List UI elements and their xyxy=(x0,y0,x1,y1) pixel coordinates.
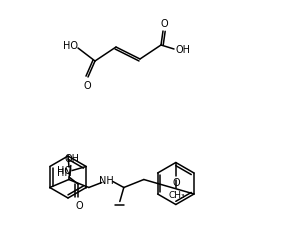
Text: OH: OH xyxy=(64,154,79,164)
Text: OH: OH xyxy=(175,45,190,55)
Text: O: O xyxy=(172,178,180,188)
Text: HO: HO xyxy=(57,166,72,176)
Text: NH: NH xyxy=(100,175,114,185)
Text: O: O xyxy=(83,81,91,91)
Text: O: O xyxy=(75,200,83,210)
Text: HN: HN xyxy=(57,167,71,177)
Text: HO: HO xyxy=(62,41,77,51)
Text: O: O xyxy=(160,19,168,29)
Text: CH₃: CH₃ xyxy=(168,190,185,199)
